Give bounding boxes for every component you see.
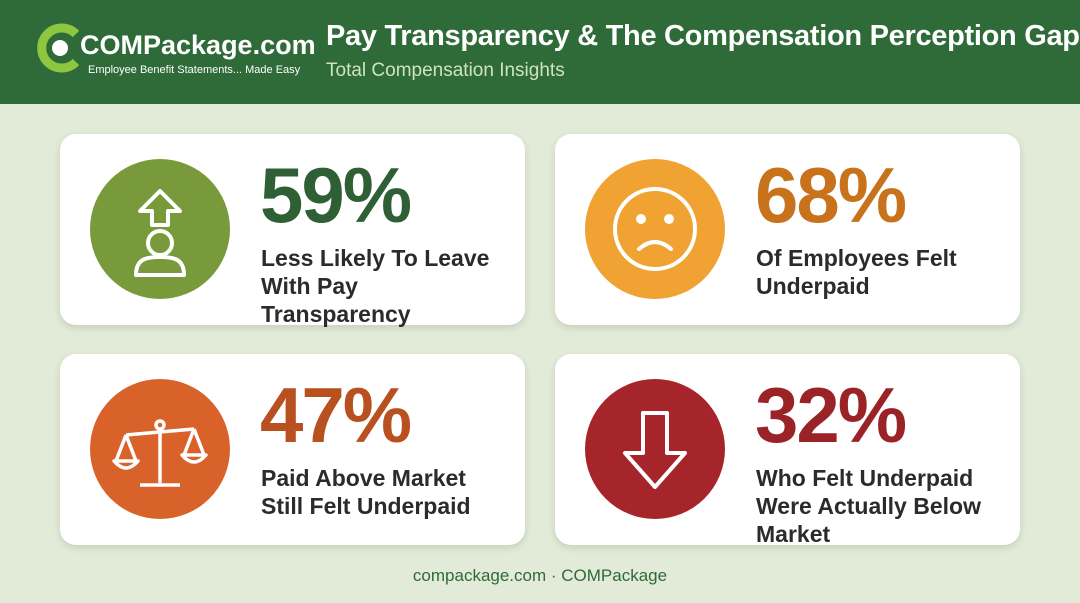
title: Pay Transparency & The Compensation Perc… bbox=[326, 20, 1080, 52]
icon-circle bbox=[90, 159, 230, 299]
header: COMPackage.com Employee Benefit Statemen… bbox=[0, 0, 1080, 104]
stat: 32% bbox=[755, 371, 907, 459]
stat: 47% bbox=[260, 371, 412, 459]
logo: COMPackage.com Employee Benefit Statemen… bbox=[36, 22, 316, 82]
footer: compackage.com · COMPackage bbox=[412, 566, 668, 585]
logo-name: COMPackage.com bbox=[80, 30, 316, 60]
subtitle: Total Compensation Insights bbox=[326, 60, 565, 81]
icon-sad-face bbox=[613, 187, 697, 271]
logo-icon bbox=[37, 23, 80, 73]
stat-card: 68% Of Employees Felt Underpaid bbox=[555, 134, 1020, 325]
icon-scale bbox=[112, 419, 208, 487]
icon-down-arrow bbox=[623, 411, 687, 489]
icon-circle bbox=[585, 379, 725, 519]
stat-card: 47% Paid Above Market Still Felt Underpa… bbox=[60, 354, 525, 545]
stat-label: Less Likely To Leave With Pay Transparen… bbox=[261, 245, 490, 327]
icon-up-person bbox=[134, 189, 186, 277]
icon-circle bbox=[585, 159, 725, 299]
stat-label: Paid Above Market Still Felt Underpaid bbox=[261, 465, 471, 519]
stat: 59% bbox=[260, 151, 412, 239]
stat-card: 59% Less Likely To Leave With Pay Transp… bbox=[60, 134, 525, 327]
stat: 68% bbox=[755, 151, 907, 239]
stat-label: Of Employees Felt Underpaid bbox=[756, 245, 957, 299]
stat-label: Who Felt Underpaid Were Actually Below M… bbox=[756, 465, 981, 547]
stat-card: 32% Who Felt Underpaid Were Actually Bel… bbox=[555, 354, 1020, 547]
icon-circle bbox=[90, 379, 230, 519]
logo-tagline: Employee Benefit Statements... Made Easy bbox=[88, 64, 301, 76]
